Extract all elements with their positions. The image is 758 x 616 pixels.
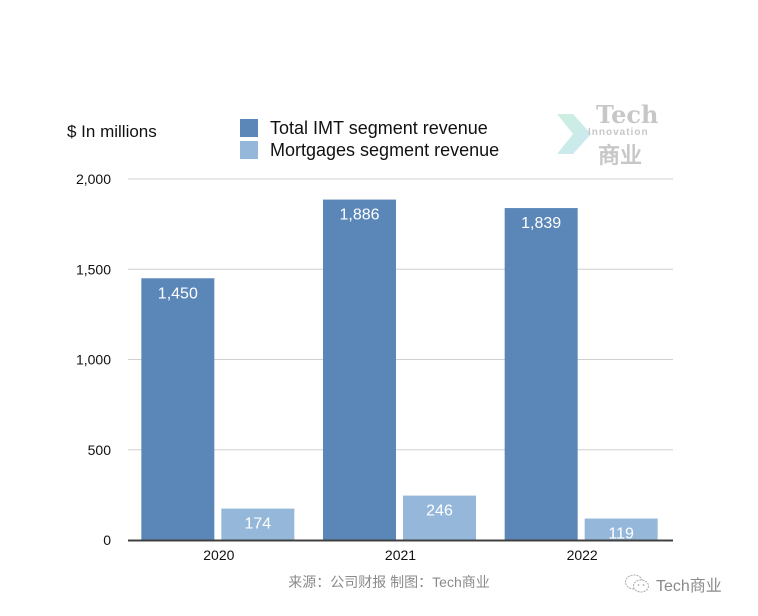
gridlines: [128, 178, 673, 451]
y-tick-label: 1,500: [76, 261, 111, 277]
legend-swatch-mortgages: [240, 141, 258, 159]
bar-data-labels: 1,450 174 1,886 246 1,839 119: [158, 207, 634, 543]
bar-data-label: 1,839: [521, 215, 561, 232]
x-tick-label: 2022: [567, 547, 598, 563]
x-tick-label: 2020: [203, 547, 234, 563]
legend-item-mortgages: Mortgages segment revenue: [240, 139, 499, 161]
bar-data-label: 1,886: [339, 207, 379, 224]
arrow-chevron-icon: [557, 114, 591, 154]
logo-tech-text: Tech: [596, 100, 659, 129]
legend-label: Mortgages segment revenue: [270, 139, 500, 160]
y-tick-labels: 0 500 1,000 1,500 2,000: [76, 171, 111, 548]
bar-data-label: 1,450: [158, 285, 198, 302]
logo-innovation-text: Innovation: [588, 127, 649, 138]
source-note: 来源：公司财报 制图：Tech商业: [288, 574, 490, 590]
bar-total-imt-2022: [504, 208, 578, 541]
watermark: Tech商业: [624, 572, 722, 596]
tech-innovation-logo: Tech Innovation 商业: [548, 100, 668, 169]
legend-item-total-imt: Total IMT segment revenue: [240, 117, 499, 139]
bar-total-imt-2021: [323, 199, 396, 540]
bar-mortgages-2021: [403, 495, 476, 540]
bar-mortgages-2022: [584, 518, 658, 540]
y-tick-label: 0: [103, 532, 111, 548]
bar-total-imt-2020: [141, 278, 215, 540]
bar-data-label: 246: [426, 503, 453, 520]
logo-chinese-text: 商业: [598, 143, 643, 169]
watermark-text: Tech商业: [656, 578, 722, 595]
bar-data-label: 119: [608, 526, 634, 543]
y-tick-label: 1,000: [76, 352, 111, 368]
bar-data-label: 174: [244, 516, 271, 533]
legend-label: Total IMT segment revenue: [270, 117, 488, 138]
y-tick-label: 500: [88, 442, 112, 458]
x-tick-labels: 2020 2021 2022: [203, 547, 598, 563]
legend-swatch-total-imt: [240, 119, 258, 137]
bar-mortgages-2020: [221, 508, 295, 540]
legend: Total IMT segment revenue Mortgages segm…: [240, 117, 499, 161]
wechat-icon: [625, 574, 649, 593]
x-tick-label: 2021: [385, 547, 416, 563]
y-tick-label: 2,000: [76, 171, 111, 187]
bars: [141, 199, 658, 541]
y-axis-unit-label: $ In millions: [67, 122, 157, 141]
